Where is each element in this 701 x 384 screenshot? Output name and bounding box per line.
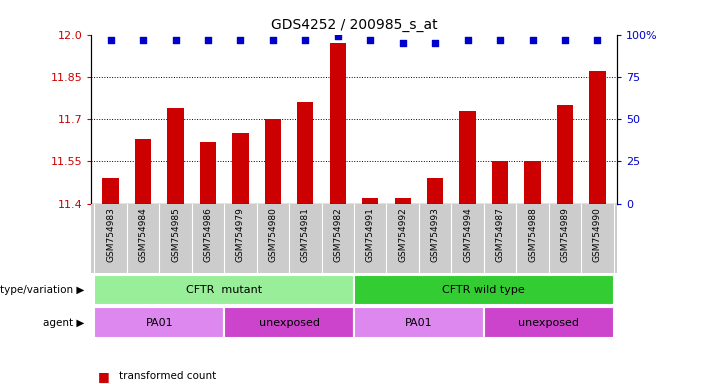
Text: transformed count: transformed count [119,371,217,381]
Text: agent ▶: agent ▶ [43,318,84,328]
Bar [102,178,118,204]
Text: GSM754982: GSM754982 [333,207,342,262]
Point [365,36,376,43]
Text: GSM754986: GSM754986 [203,207,212,262]
Point [300,36,311,43]
Point [267,36,278,43]
Bar [557,105,573,204]
Text: GSM754979: GSM754979 [236,207,245,262]
Bar [200,142,216,204]
Title: GDS4252 / 200985_s_at: GDS4252 / 200985_s_at [271,18,437,32]
Point [332,33,343,39]
Point [235,36,246,43]
Bar [329,43,346,204]
Point [170,36,181,43]
Bar [224,307,354,338]
Bar [135,139,151,204]
Bar [459,111,476,204]
Text: GSM754991: GSM754991 [366,207,375,262]
Point [592,36,603,43]
Text: GSM754983: GSM754983 [106,207,115,262]
Bar [95,307,224,338]
Bar [484,307,613,338]
Bar [492,161,508,204]
Text: genotype/variation ▶: genotype/variation ▶ [0,285,84,295]
Point [430,40,441,46]
Point [527,36,538,43]
Point [203,36,214,43]
Text: GSM754989: GSM754989 [561,207,569,262]
Text: ■: ■ [98,370,110,383]
Text: unexposed: unexposed [259,318,320,328]
Text: GSM754984: GSM754984 [139,207,147,262]
Bar [362,198,379,204]
Point [397,40,408,46]
Text: PA01: PA01 [146,318,173,328]
Point [462,36,473,43]
Text: GSM754992: GSM754992 [398,207,407,262]
Text: GSM754985: GSM754985 [171,207,180,262]
Bar [265,119,281,204]
Text: GSM754987: GSM754987 [496,207,505,262]
Text: GSM754980: GSM754980 [268,207,278,262]
Bar [297,102,313,204]
Text: GSM754981: GSM754981 [301,207,310,262]
Bar [395,198,411,204]
Bar [427,178,443,204]
Text: GSM754990: GSM754990 [593,207,602,262]
Point [559,36,571,43]
Bar [524,161,540,204]
Text: CFTR wild type: CFTR wild type [442,285,525,295]
Text: GSM754994: GSM754994 [463,207,472,262]
Text: unexposed: unexposed [518,318,579,328]
Bar [354,307,484,338]
Bar [354,275,613,305]
Bar [590,71,606,204]
Text: GSM754993: GSM754993 [430,207,440,262]
Text: CFTR  mutant: CFTR mutant [186,285,262,295]
Point [137,36,149,43]
Bar [232,133,249,204]
Point [494,36,505,43]
Text: GSM754988: GSM754988 [528,207,537,262]
Bar [168,108,184,204]
Bar [95,275,354,305]
Point [105,36,116,43]
Text: PA01: PA01 [405,318,433,328]
